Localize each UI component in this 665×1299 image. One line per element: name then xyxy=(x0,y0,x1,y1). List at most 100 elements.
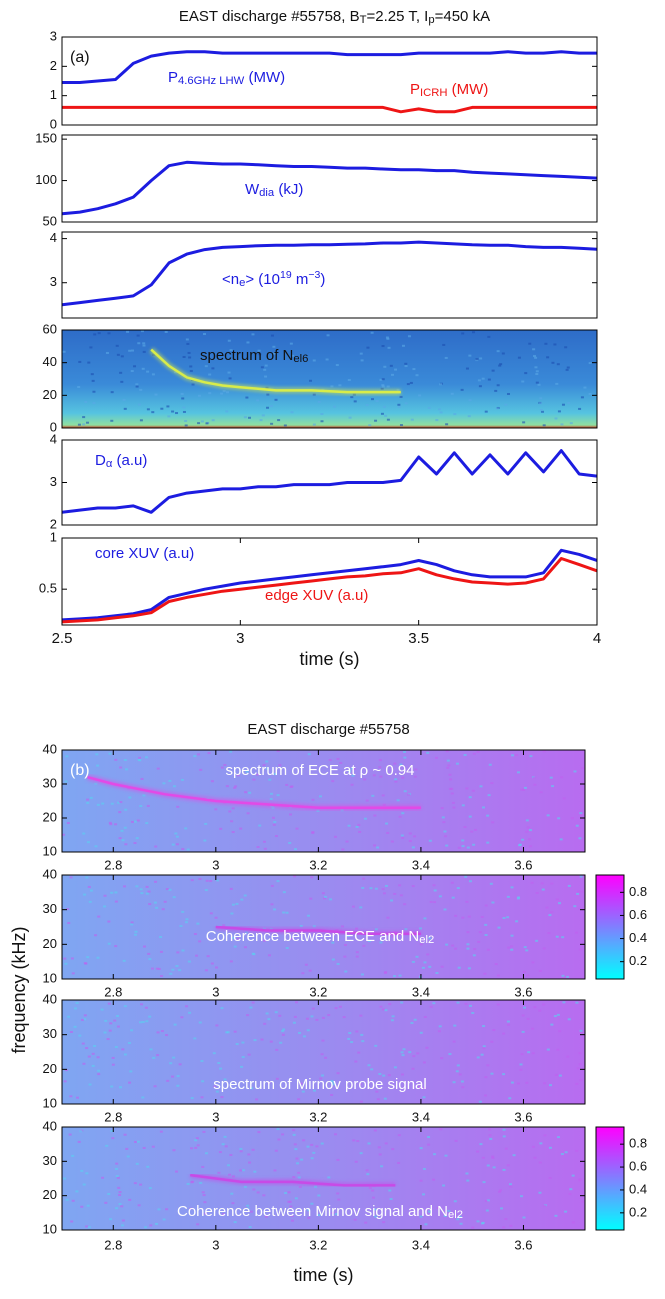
speckle xyxy=(119,1086,123,1089)
speckle xyxy=(364,1221,368,1224)
speckle xyxy=(460,388,464,391)
speckle xyxy=(548,914,552,917)
colorbar-tick-label: 0.4 xyxy=(629,930,647,945)
speckle xyxy=(484,1200,488,1203)
speckle xyxy=(398,974,402,977)
speckle xyxy=(197,753,201,756)
speckle xyxy=(472,752,476,755)
speckle xyxy=(101,1176,105,1179)
speckle xyxy=(522,788,526,791)
y-tick-label: 40 xyxy=(43,354,57,369)
speckle xyxy=(235,902,239,905)
speckle xyxy=(139,805,143,808)
axes-frame xyxy=(61,36,598,126)
speckle xyxy=(571,1174,575,1177)
speckle xyxy=(331,941,335,944)
y-tick-label: 4 xyxy=(50,431,57,446)
speckle xyxy=(128,796,132,799)
speckle xyxy=(172,896,176,899)
label-part: Coherence between ECE and N xyxy=(206,928,419,945)
speckle xyxy=(363,778,367,781)
speckle xyxy=(176,805,180,808)
speckle xyxy=(225,785,229,788)
speckle xyxy=(63,1080,67,1083)
speckle xyxy=(558,1074,562,1077)
speckle xyxy=(75,1190,79,1193)
speckle xyxy=(151,373,155,376)
speckle xyxy=(193,755,197,758)
speckle xyxy=(367,1064,371,1067)
spectrogram-image xyxy=(62,750,585,852)
x-tick-label: 3.6 xyxy=(514,857,532,872)
x-tick-label: 3.4 xyxy=(412,857,430,872)
speckle xyxy=(185,918,189,921)
speckle xyxy=(282,911,286,914)
speckle xyxy=(292,1176,296,1179)
speckle xyxy=(440,1057,444,1060)
speckle xyxy=(523,946,527,949)
speckle xyxy=(385,822,389,825)
speckle xyxy=(347,1037,351,1040)
speckle xyxy=(468,354,472,357)
label-part: Coherence between Mirnov signal and N xyxy=(177,1203,448,1220)
speckle xyxy=(288,1200,292,1203)
speckle xyxy=(341,848,345,851)
speckle xyxy=(468,796,472,799)
speckle xyxy=(243,946,247,949)
speckle xyxy=(418,394,422,397)
speckle xyxy=(115,1207,119,1210)
speckle xyxy=(423,961,427,964)
speckle xyxy=(204,969,208,972)
speckle xyxy=(532,348,536,351)
speckle xyxy=(139,1183,143,1186)
speckle xyxy=(223,1078,227,1081)
speckle xyxy=(155,967,159,970)
speckle xyxy=(289,1205,293,1208)
speckle xyxy=(147,952,151,955)
speckle xyxy=(181,848,185,851)
speckle xyxy=(202,1194,206,1197)
speckle xyxy=(550,1023,554,1026)
speckle xyxy=(292,1129,296,1132)
speckle xyxy=(335,364,339,367)
speckle xyxy=(515,753,519,756)
speckle xyxy=(190,1097,194,1100)
speckle xyxy=(566,366,570,369)
speckle xyxy=(445,943,449,946)
speckle xyxy=(526,826,530,829)
speckle xyxy=(197,422,201,425)
speckle xyxy=(140,892,144,895)
speckle xyxy=(538,969,542,972)
speckle xyxy=(309,897,313,900)
colorbar-tick-label: 0.6 xyxy=(629,1158,647,1173)
speckle xyxy=(157,967,161,970)
speckle xyxy=(413,775,417,778)
speckle xyxy=(525,949,529,952)
speckle xyxy=(323,895,327,898)
speckle xyxy=(555,382,559,385)
speckle xyxy=(476,1220,480,1223)
label-part: α xyxy=(106,458,113,470)
speckle xyxy=(267,1081,271,1084)
speckle xyxy=(481,377,485,380)
speckle xyxy=(218,1151,222,1154)
x-tick-label: 2.8 xyxy=(104,1237,122,1252)
speckle xyxy=(253,1170,257,1173)
speckle xyxy=(393,892,397,895)
speckle xyxy=(153,1085,157,1088)
speckle xyxy=(194,1146,198,1149)
speckle xyxy=(307,1209,311,1212)
speckle xyxy=(301,1090,305,1093)
speckle xyxy=(198,940,202,943)
axes-frame xyxy=(61,1126,586,1231)
speckle xyxy=(451,944,455,947)
colorbar-tick-label: 0.6 xyxy=(629,907,647,922)
speckle xyxy=(397,1134,401,1137)
y-tick-label: 150 xyxy=(35,131,57,146)
speckle xyxy=(407,335,411,338)
speckle xyxy=(516,897,520,900)
speckle xyxy=(297,1098,301,1101)
speckle xyxy=(126,1155,130,1158)
speckle xyxy=(179,925,183,928)
speckle xyxy=(124,768,128,771)
